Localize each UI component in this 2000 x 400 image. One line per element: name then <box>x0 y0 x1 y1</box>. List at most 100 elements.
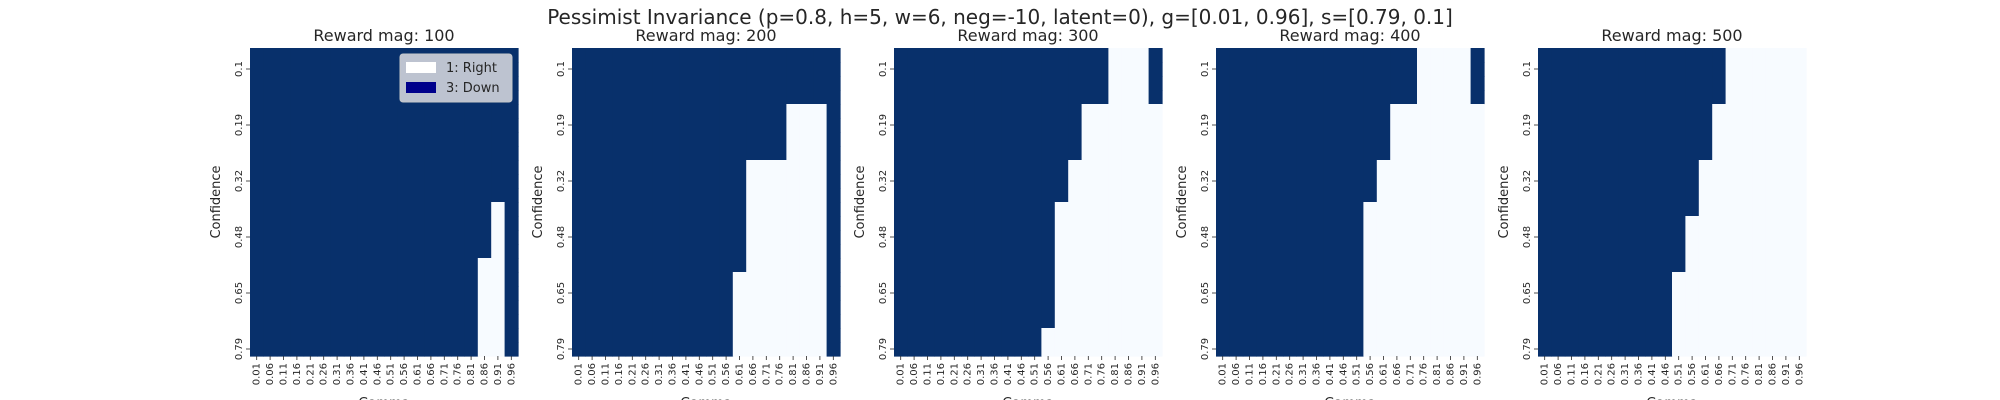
heatmap-cell <box>947 244 962 259</box>
heatmap-cell <box>1739 104 1753 119</box>
x-tick-label: 0.46 <box>1016 363 1027 385</box>
heatmap-cell <box>424 104 439 119</box>
heatmap-cell <box>1336 342 1351 357</box>
heatmap-cell <box>1672 118 1686 133</box>
heatmap-cell <box>1269 230 1284 245</box>
heatmap-cell <box>1081 174 1096 189</box>
heatmap-cell <box>625 258 640 273</box>
heatmap-cell <box>1242 258 1257 273</box>
heatmap-cell <box>1712 300 1727 315</box>
heatmap-cell <box>1001 230 1016 245</box>
heatmap-cell <box>692 216 707 231</box>
heatmap-cell <box>572 216 586 231</box>
heatmap-cell <box>947 286 962 301</box>
heatmap-cell <box>1309 188 1324 203</box>
heatmap-cell <box>1041 62 1056 77</box>
heatmap-cell <box>1739 146 1753 161</box>
heatmap-cell <box>1390 118 1405 133</box>
heatmap-cell <box>1283 48 1297 63</box>
heatmap-cell <box>1135 202 1150 217</box>
heatmap-cell <box>1551 188 1566 203</box>
heatmap-cell <box>1417 132 1431 147</box>
heatmap-cell <box>692 188 707 203</box>
x-tick-label: 0.61 <box>413 363 424 385</box>
heatmap-cell <box>290 244 305 259</box>
x-tick-label: 0.01 <box>574 363 585 385</box>
heatmap-cell <box>746 258 761 273</box>
panels: Reward mag: 1000.10.190.320.480.650.79Co… <box>209 26 1807 400</box>
heatmap-cell <box>1631 118 1646 133</box>
heatmap-cell <box>491 272 506 287</box>
heatmap-cell <box>1363 146 1378 161</box>
heatmap-cell <box>585 188 600 203</box>
heatmap-cell <box>974 160 989 175</box>
heatmap-cell <box>1336 132 1351 147</box>
heatmap-cell <box>639 174 653 189</box>
x-tick-label: 0.51 <box>1030 363 1041 385</box>
heatmap-cell <box>250 342 264 357</box>
heatmap-cell <box>410 174 425 189</box>
heatmap-cell <box>1417 286 1431 301</box>
heatmap-cell <box>1041 174 1056 189</box>
heatmap-cell <box>598 314 613 329</box>
heatmap-cell <box>451 272 465 287</box>
heatmap-cell <box>451 314 465 329</box>
heatmap-cell <box>1591 62 1606 77</box>
heatmap-cell <box>1645 286 1660 301</box>
heatmap-cell <box>1739 328 1753 343</box>
heatmap-cell <box>263 258 278 273</box>
heatmap-cell <box>1095 146 1109 161</box>
heatmap-cell <box>1457 188 1472 203</box>
heatmap-cell <box>692 342 707 357</box>
heatmap-cell <box>813 202 828 217</box>
heatmap-cell <box>907 258 922 273</box>
heatmap-cell <box>1698 90 1713 105</box>
heatmap-cell <box>477 286 492 301</box>
heatmap-cell <box>639 272 653 287</box>
heatmap-cell <box>746 314 761 329</box>
heatmap-cell <box>290 48 305 63</box>
heatmap-cell <box>652 62 667 77</box>
heatmap-cell <box>1229 314 1244 329</box>
heatmap-cell <box>1121 76 1136 91</box>
heatmap-cell <box>799 328 814 343</box>
heatmap-cell <box>1242 188 1257 203</box>
heatmap-cell <box>1148 216 1163 231</box>
x-tick-label: 0.06 <box>909 363 920 385</box>
heatmap-cell <box>585 104 600 119</box>
heatmap-cell <box>1363 230 1378 245</box>
heatmap-cell <box>612 230 627 245</box>
heatmap-cell <box>1135 300 1150 315</box>
heatmap-cell <box>692 272 707 287</box>
heatmap-cell <box>585 328 600 343</box>
heatmap-cell <box>1725 188 1740 203</box>
heatmap-cell <box>1470 272 1485 287</box>
heatmap-cell <box>1121 272 1136 287</box>
heatmap-cell <box>491 342 506 357</box>
heatmap-cell <box>759 216 774 231</box>
y-tick-label: 0.65 <box>878 282 889 304</box>
heatmap-cell <box>706 146 720 161</box>
x-tick-label: 0.46 <box>372 363 383 385</box>
heatmap-cell <box>961 188 975 203</box>
heatmap-cell <box>1551 258 1566 273</box>
heatmap-cell <box>639 216 653 231</box>
heatmap-cell <box>894 90 908 105</box>
x-tick-label: 0.61 <box>1057 363 1068 385</box>
heatmap-cell <box>1390 244 1405 259</box>
heatmap-cell <box>1363 118 1378 133</box>
heatmap-cell <box>250 160 264 175</box>
heatmap-cell <box>732 76 747 91</box>
heatmap-cell <box>464 174 479 189</box>
heatmap-cell <box>330 160 345 175</box>
heatmap-cell <box>343 62 358 77</box>
heatmap-cell <box>317 244 331 259</box>
heatmap-cell <box>639 244 653 259</box>
heatmap-cell <box>1658 216 1673 231</box>
heatmap-cell <box>1054 104 1069 119</box>
heatmap-cell <box>961 160 975 175</box>
heatmap-cell <box>276 244 291 259</box>
heatmap-cell <box>1336 174 1351 189</box>
heatmap-cell <box>572 230 586 245</box>
heatmap-cell <box>987 104 1002 119</box>
